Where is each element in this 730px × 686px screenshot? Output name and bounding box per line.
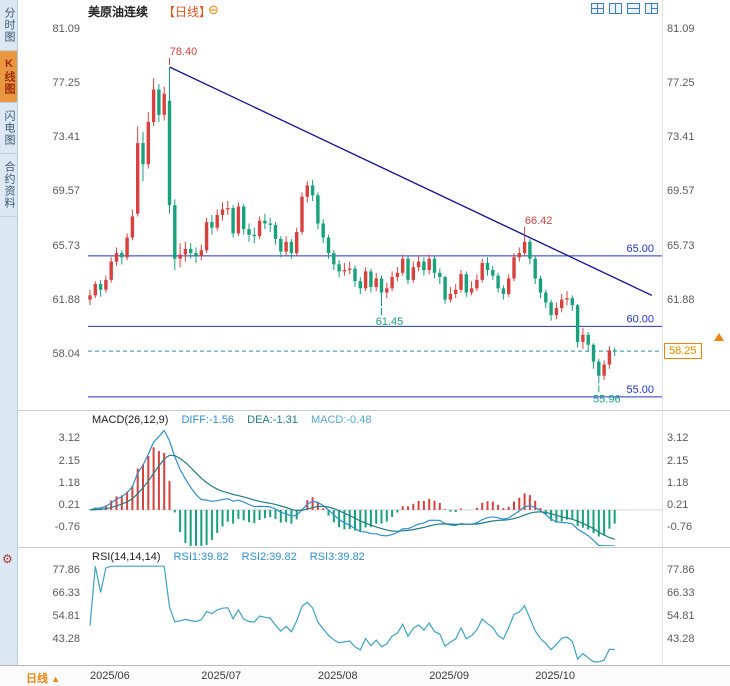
axis-tick: 3.12 — [667, 432, 689, 445]
macd-dea-value: DEA:-1.31 — [247, 414, 298, 426]
axis-tick: 2.15 — [58, 454, 80, 467]
axis-tick: 77.86 — [52, 564, 80, 576]
symbol-title: 美原油连续 — [88, 5, 149, 19]
axis-tick: -0.76 — [54, 521, 80, 534]
axis-tick: 61.88 — [667, 293, 695, 306]
axis-tick: 1.18 — [667, 476, 689, 489]
axis-tick: 54.81 — [52, 610, 80, 623]
time-axis-label: 2025/08 — [317, 670, 358, 682]
axis-tick: 61.88 — [52, 293, 80, 306]
axis-tick: 81.09 — [52, 23, 80, 36]
svg-text:55.00: 55.00 — [626, 384, 654, 396]
rsi1-value: RSI1:39.82 — [173, 551, 229, 563]
axis-tick: 77.25 — [52, 77, 80, 90]
axis-tick: 2.15 — [667, 454, 689, 467]
rsi-header: RSI(14,14,14) RSI1:39.82 RSI2:39.82 RSI3… — [92, 551, 375, 563]
axis-tick: 73.41 — [52, 131, 80, 144]
period-selector[interactable]: 日线 ▲ — [26, 670, 60, 686]
svg-text:55.96: 55.96 — [593, 393, 621, 405]
left-tab-strip: 分时图 K线图 闪电图 合约资料 ⚙ — [0, 0, 18, 665]
time-axis-label: 2025/09 — [429, 670, 469, 682]
axis-tick: 77.86 — [667, 564, 695, 576]
tab-kline-chart[interactable]: K线图 — [0, 51, 17, 103]
axis-tick: 0.21 — [667, 499, 689, 512]
zoom-out-icon[interactable]: ⊖ — [208, 2, 219, 17]
rsi3-value: RSI3:39.82 — [309, 551, 365, 563]
time-axis-bar: 日线 ▲ 2025/06 2025/07 2025/08 2025/09 2025/10 — [0, 665, 730, 686]
layout-split-horizontal-icon[interactable] — [627, 3, 640, 14]
axis-tick: 43.28 — [52, 633, 80, 646]
macd-title[interactable]: MACD(26,12,9) — [92, 414, 169, 426]
axis-tick: 58.04 — [52, 348, 80, 361]
svg-text:65.00: 65.00 — [626, 243, 654, 255]
axis-tick: 65.73 — [667, 239, 695, 252]
chart-header: 美原油连续 【日线】 ⊖ — [18, 0, 730, 20]
macd-header: MACD(26,12,9) DIFF:-1.56 DEA:-1.31 MACD:… — [92, 414, 371, 426]
macd-chart[interactable] — [88, 412, 662, 546]
time-axis-label: 2025/10 — [535, 670, 575, 682]
axis-tick: 0.21 — [58, 499, 80, 512]
axis-tick: 54.81 — [667, 610, 695, 623]
price-axis-left: 81.09 77.25 73.41 69.57 65.73 61.88 58.04 3.12 2… — [18, 0, 84, 686]
axis-tick: 73.41 — [667, 131, 695, 144]
time-axis-label: 2025/06 — [90, 670, 130, 682]
dropdown-arrow-icon: ▲ — [51, 674, 60, 684]
svg-text:61.45: 61.45 — [376, 316, 404, 328]
axis-tick: -0.76 — [667, 521, 693, 534]
axis-tick: 77.25 — [667, 77, 695, 90]
rsi2-value: RSI2:39.82 — [241, 551, 297, 563]
axis-tick: 66.33 — [52, 587, 80, 600]
layout-grid-2x2-icon[interactable] — [591, 3, 604, 14]
macd-macd-value: MACD:-0.48 — [310, 414, 372, 426]
indicator-settings-icon[interactable]: ⚙ — [2, 552, 13, 566]
svg-text:66.42: 66.42 — [525, 215, 553, 227]
period-tag[interactable]: 【日线】 — [163, 5, 212, 19]
axis-tick: 69.57 — [667, 185, 695, 198]
axis-tick: 65.73 — [52, 239, 80, 252]
axis-tick: 3.12 — [58, 432, 80, 445]
panel-divider[interactable] — [18, 547, 730, 548]
tab-lightning-chart[interactable]: 闪电图 — [0, 103, 17, 154]
tab-contract-info[interactable]: 合约资料 — [0, 154, 17, 217]
period-label: 日线 — [26, 673, 48, 685]
axis-tick: 1.18 — [58, 476, 80, 489]
layout-three-pane-icon[interactable] — [645, 3, 658, 14]
axis-tick: 69.57 — [52, 185, 80, 198]
axis-tick: 66.33 — [667, 587, 695, 600]
macd-diff-value: DIFF:-1.56 — [181, 414, 235, 426]
svg-text:78.40: 78.40 — [170, 46, 198, 58]
time-axis-label: 2025/07 — [201, 670, 242, 682]
axis-tick: 43.28 — [667, 633, 695, 646]
svg-text:60.00: 60.00 — [626, 313, 654, 325]
scroll-to-latest-icon[interactable] — [714, 333, 724, 341]
candlestick-chart[interactable]: 65.00 60.00 55.00 78.40 66.42 61.45 55.96 — [88, 22, 662, 410]
axis-tick: 81.09 — [667, 23, 695, 36]
rsi-title[interactable]: RSI(14,14,14) — [92, 551, 161, 563]
current-price-tag: 58.25 — [664, 343, 702, 360]
panel-divider[interactable] — [18, 410, 730, 411]
layout-split-vertical-icon[interactable] — [609, 3, 622, 14]
price-axis-right: 58.25 81.0977.2573.4169.5765.7361.8858.0… — [663, 0, 730, 686]
tab-time-chart[interactable]: 分时图 — [0, 0, 17, 51]
rsi-chart[interactable] — [88, 548, 662, 663]
axis-divider — [662, 0, 663, 665]
layout-icon-group — [591, 3, 658, 14]
